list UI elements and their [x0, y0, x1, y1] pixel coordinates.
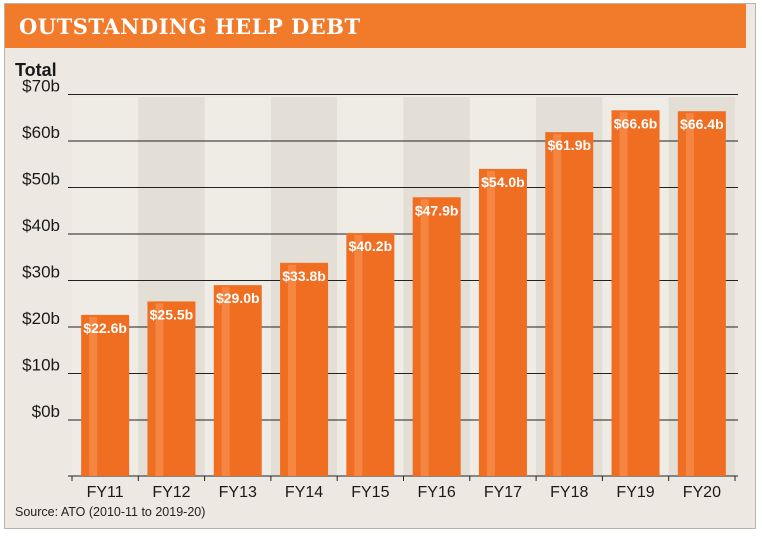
- bar: [213, 285, 262, 476]
- value-labels: $22.6b $25.5b $29.0b $33.8b $40.2b $47.9b $54.…: [83, 115, 723, 336]
- y-tick-label: $10b: [22, 356, 60, 375]
- bar: [478, 168, 527, 476]
- x-tick-label: FY18: [550, 484, 588, 501]
- bar-highlight: [89, 316, 98, 476]
- bar-highlight: [553, 134, 562, 477]
- x-axis-ticks: FY11 FY12 FY13 FY14 FY15 FY16 FY17 FY18 FY19 FY20: [71, 476, 736, 501]
- x-tick-label: FY17: [484, 484, 522, 501]
- x-tick-label: FY19: [616, 484, 654, 501]
- x-tick-label: FY20: [683, 484, 721, 501]
- bar-highlight: [221, 287, 230, 476]
- chart-title: OUTSTANDING HELP DEBT: [19, 14, 361, 39]
- value-label: $22.6b: [83, 320, 127, 336]
- bar: [346, 233, 395, 476]
- bar: [280, 262, 329, 476]
- y-tick-label: $60b: [22, 123, 60, 142]
- bar: [545, 132, 594, 477]
- bars: [81, 110, 726, 477]
- value-label: $47.9b: [415, 202, 459, 218]
- bar: [677, 111, 726, 477]
- bar-highlight: [288, 264, 297, 476]
- bar-highlight: [420, 199, 429, 476]
- x-tick-label: FY15: [351, 484, 389, 501]
- bar-highlight: [685, 113, 694, 477]
- x-tick-label: FY12: [152, 484, 190, 501]
- value-label: $54.0b: [481, 174, 525, 190]
- value-label: $33.8b: [282, 268, 326, 284]
- y-tick-label: $20b: [22, 309, 60, 328]
- bar: [412, 197, 461, 476]
- y-tick-label: $30b: [22, 263, 60, 282]
- y-tick-label: $70b: [22, 77, 60, 96]
- y-tick-label: $40b: [22, 216, 60, 235]
- value-label: $66.6b: [614, 115, 658, 131]
- x-tick-label: FY14: [285, 484, 323, 501]
- bar: [81, 314, 130, 476]
- x-tick-label: FY16: [418, 484, 456, 501]
- bar: [611, 110, 660, 476]
- value-label: $29.0b: [216, 290, 260, 306]
- value-label: $66.4b: [680, 116, 724, 132]
- bar-highlight: [155, 303, 164, 476]
- y-axis-ticks: $0b $10b $20b $30b $40b $50b $60b $70b: [22, 77, 60, 422]
- chart-subtitle: Total: [15, 60, 57, 80]
- source-note: Source: ATO (2010-11 to 2019-20): [15, 505, 206, 519]
- bar-highlight: [354, 235, 363, 476]
- value-label: $25.5b: [150, 306, 194, 322]
- value-label: $40.2b: [349, 238, 393, 254]
- x-tick-label: FY11: [87, 484, 124, 501]
- chart-header: OUTSTANDING HELP DEBT: [5, 4, 746, 48]
- y-tick-label: $50b: [22, 170, 60, 189]
- bar-highlight: [619, 112, 628, 476]
- bar: [147, 301, 196, 476]
- value-label: $61.9b: [547, 137, 591, 153]
- x-tick-label: FY13: [219, 484, 257, 501]
- bar-highlight: [486, 170, 495, 476]
- y-tick-label: $0b: [32, 402, 60, 421]
